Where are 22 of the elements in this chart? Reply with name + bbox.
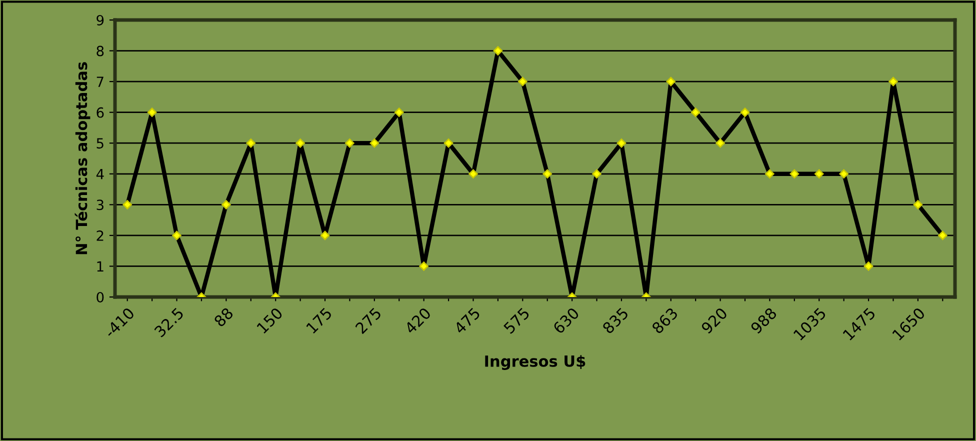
- y-tick-label: 1: [97, 261, 104, 272]
- y-tick-label: 7: [96, 76, 104, 87]
- y-axis-title: N° Técnicas adoptadas: [74, 62, 90, 254]
- x-tick-label: 88: [213, 306, 234, 328]
- y-tick-label: 8: [96, 46, 104, 56]
- x-tick-label: 863: [651, 307, 678, 334]
- y-tick-label: 3: [96, 200, 104, 210]
- x-tick-label: 920: [700, 306, 728, 334]
- x-tick-label: 835: [602, 307, 629, 334]
- y-tick-label: 6: [96, 107, 104, 118]
- x-tick-label: 150: [256, 306, 284, 334]
- x-tick-label: 988: [750, 306, 778, 334]
- x-tick-label: 475: [453, 307, 481, 334]
- x-axis-title: Ingresos U$: [485, 355, 586, 370]
- y-tick-label: 5: [96, 138, 104, 149]
- x-tick-label: 420: [404, 306, 432, 334]
- y-tick-label: 0: [96, 292, 104, 302]
- y-tick-label: 2: [96, 230, 104, 241]
- y-tick-label: 9: [96, 14, 104, 26]
- x-tick-label: 630: [552, 306, 580, 334]
- y-tick-label: 4: [96, 169, 104, 180]
- x-tick-label: 175: [306, 307, 332, 334]
